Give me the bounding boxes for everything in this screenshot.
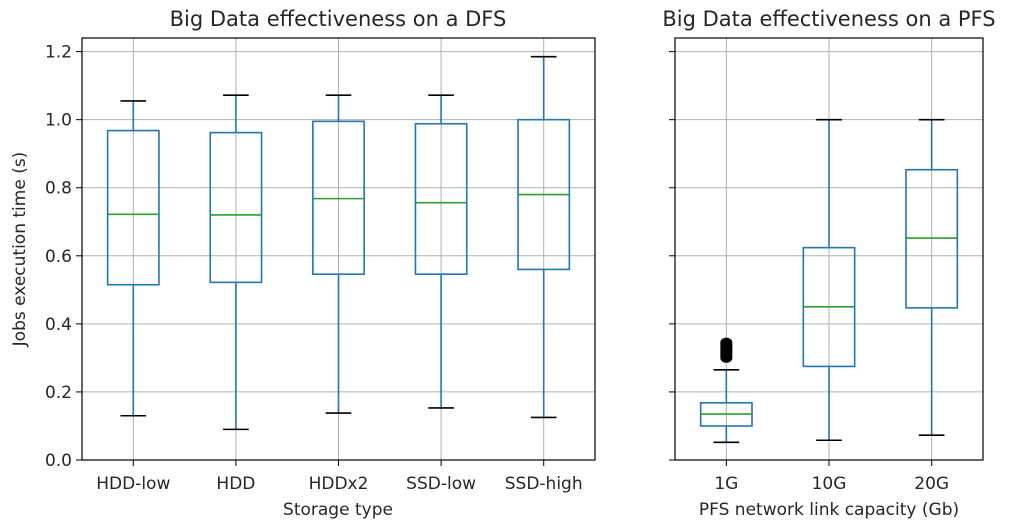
dfs-x-ticks: HDD-low HDD HDDx2 SSD-low SSD-high: [96, 460, 583, 494]
y-axis-label: Jobs execution time (s): [10, 152, 30, 348]
outlier-point: [720, 337, 733, 348]
y-tick-label: 1.2: [45, 43, 72, 63]
y-tick-label: 0.6: [45, 247, 72, 267]
box-hddx2: [312, 94, 365, 414]
pfs-panel: 1G 10G 20G Big Data effectiveness on a PFS…: [662, 7, 995, 520]
box-1g: [699, 337, 753, 444]
x-tick-label: 1G: [714, 474, 738, 494]
pfs-x-ticks: 1G 10G 20G: [714, 460, 949, 494]
iqr-box: [414, 122, 468, 275]
dfs-y-ticks: 0.0 0.2 0.4 0.6 0.8 1.0 1.2: [45, 43, 82, 471]
dfs-chart-title: Big Data effectiveness on a DFS: [170, 7, 507, 31]
pfs-y-ticks: [669, 51, 675, 461]
dfs-boxes: [106, 55, 571, 431]
box-ssd-low: [414, 94, 468, 409]
y-tick-label: 0.0: [45, 451, 72, 471]
iqr-box: [106, 129, 160, 286]
pfs-x-axis-label: PFS network link capacity (Gb): [699, 500, 959, 520]
pfs-boxes: [699, 118, 959, 444]
pfs-chart-title: Big Data effectiveness on a PFS: [662, 7, 995, 31]
box-ssd-high: [517, 55, 571, 419]
x-tick-label: HDD: [216, 474, 255, 494]
x-tick-label: 20G: [914, 474, 949, 494]
y-tick-label: 1.0: [45, 111, 72, 131]
box-hdd-low: [106, 100, 160, 417]
x-tick-label: HDD-low: [96, 474, 170, 494]
x-tick-label: SSD-high: [505, 474, 583, 494]
dfs-panel: 0.0 0.2 0.4 0.6 0.8 1.0 1.2 HDD-low HDD HDDx2 SSD…: [10, 7, 596, 520]
y-tick-label: 0.2: [45, 383, 72, 403]
iqr-box: [209, 131, 263, 284]
x-tick-label: SSD-low: [406, 474, 476, 494]
x-tick-label: HDDx2: [309, 474, 369, 494]
box-hdd: [209, 94, 263, 431]
dfs-x-axis-label: Storage type: [283, 500, 393, 520]
iqr-box: [312, 120, 365, 275]
box-10g: [802, 118, 856, 442]
y-tick-label: 0.4: [45, 315, 72, 335]
y-tick-label: 0.8: [45, 179, 72, 199]
box-20g: [905, 118, 959, 436]
x-tick-label: 10G: [812, 474, 847, 494]
